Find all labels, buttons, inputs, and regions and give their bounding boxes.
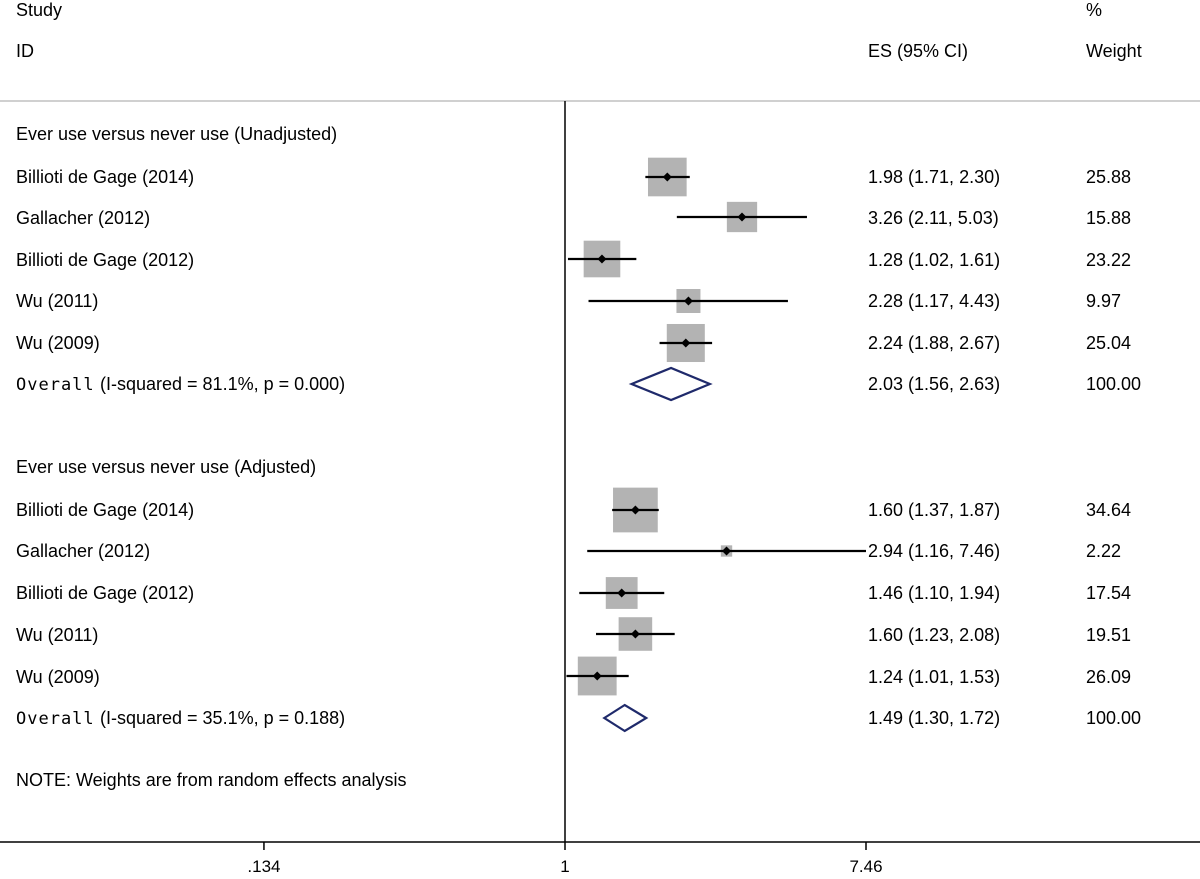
study-label: Wu (2009) [16,333,100,353]
study-label: Wu (2011) [16,625,98,645]
study-label: Wu (2009) [16,667,100,687]
weight-value: 19.51 [1086,625,1131,645]
weight-value: 23.22 [1086,250,1131,270]
header-id: ID [16,41,34,61]
es-value: 1.60 (1.37, 1.87) [868,500,1000,520]
point-estimate [681,338,691,348]
study-label: Billioti de Gage (2014) [16,500,194,520]
footnote: NOTE: Weights are from random effects an… [16,770,406,790]
overall-weight-value: 100.00 [1086,374,1141,394]
overall-label: Overall [16,709,95,729]
es-value: 1.24 (1.01, 1.53) [868,667,1000,687]
point-estimate [722,546,732,556]
es-value: 2.94 (1.16, 7.46) [868,541,1000,561]
x-axis-ticks: .134 1 7.46 [247,842,883,876]
study-label: Billioti de Gage (2014) [16,167,194,187]
overall-es-value: 1.49 (1.30, 1.72) [868,708,1000,728]
point-estimate [630,505,640,515]
weight-value: 17.54 [1086,583,1131,603]
es-value: 3.26 (2.11, 5.03) [868,208,999,228]
point-estimate [683,296,693,306]
header-percent: % [1086,0,1102,20]
overall-diamond [602,703,649,733]
point-estimate [662,172,672,182]
overall-stats: (I-squared = 35.1%, p = 0.188) [100,708,345,728]
point-estimate [617,588,627,598]
study-label: Billioti de Gage (2012) [16,583,194,603]
point-estimate [630,629,640,639]
weight-value: 9.97 [1086,291,1121,311]
es-value: 2.24 (1.88, 2.67) [868,333,1000,353]
header-es: ES (95% CI) [868,41,968,61]
group-title: Ever use versus never use (Unadjusted) [16,124,337,144]
es-value: 2.28 (1.17, 4.43) [868,291,1000,311]
header-study: Study [16,0,62,20]
point-estimate [737,212,747,222]
weight-value: 26.09 [1086,667,1131,687]
study-label: Gallacher (2012) [16,208,150,228]
es-value: 1.98 (1.71, 2.30) [868,167,1000,187]
x-tick-label: 7.46 [849,857,882,876]
es-value: 1.60 (1.23, 2.08) [868,625,1000,645]
point-estimate [592,671,602,681]
header-weight: Weight [1086,41,1142,61]
study-label: Billioti de Gage (2012) [16,250,194,270]
overall-es-value: 2.03 (1.56, 2.63) [868,374,1000,394]
overall-label: Overall [16,375,95,395]
marks-layer [566,157,866,733]
overall-diamond [628,366,713,402]
study-label: Wu (2011) [16,291,98,311]
weight-value: 25.88 [1086,167,1131,187]
x-tick-label: .134 [247,857,280,876]
x-tick-label: 1 [560,857,569,876]
weight-value: 15.88 [1086,208,1131,228]
study-label: Gallacher (2012) [16,541,150,561]
overall-stats: (I-squared = 81.1%, p = 0.000) [100,374,345,394]
point-estimate [597,254,607,264]
group-title: Ever use versus never use (Adjusted) [16,457,316,477]
weight-value: 2.22 [1086,541,1121,561]
weight-value: 34.64 [1086,500,1131,520]
es-value: 1.28 (1.02, 1.61) [868,250,1000,270]
overall-weight-value: 100.00 [1086,708,1141,728]
weight-value: 25.04 [1086,333,1131,353]
es-value: 1.46 (1.10, 1.94) [868,583,1000,603]
